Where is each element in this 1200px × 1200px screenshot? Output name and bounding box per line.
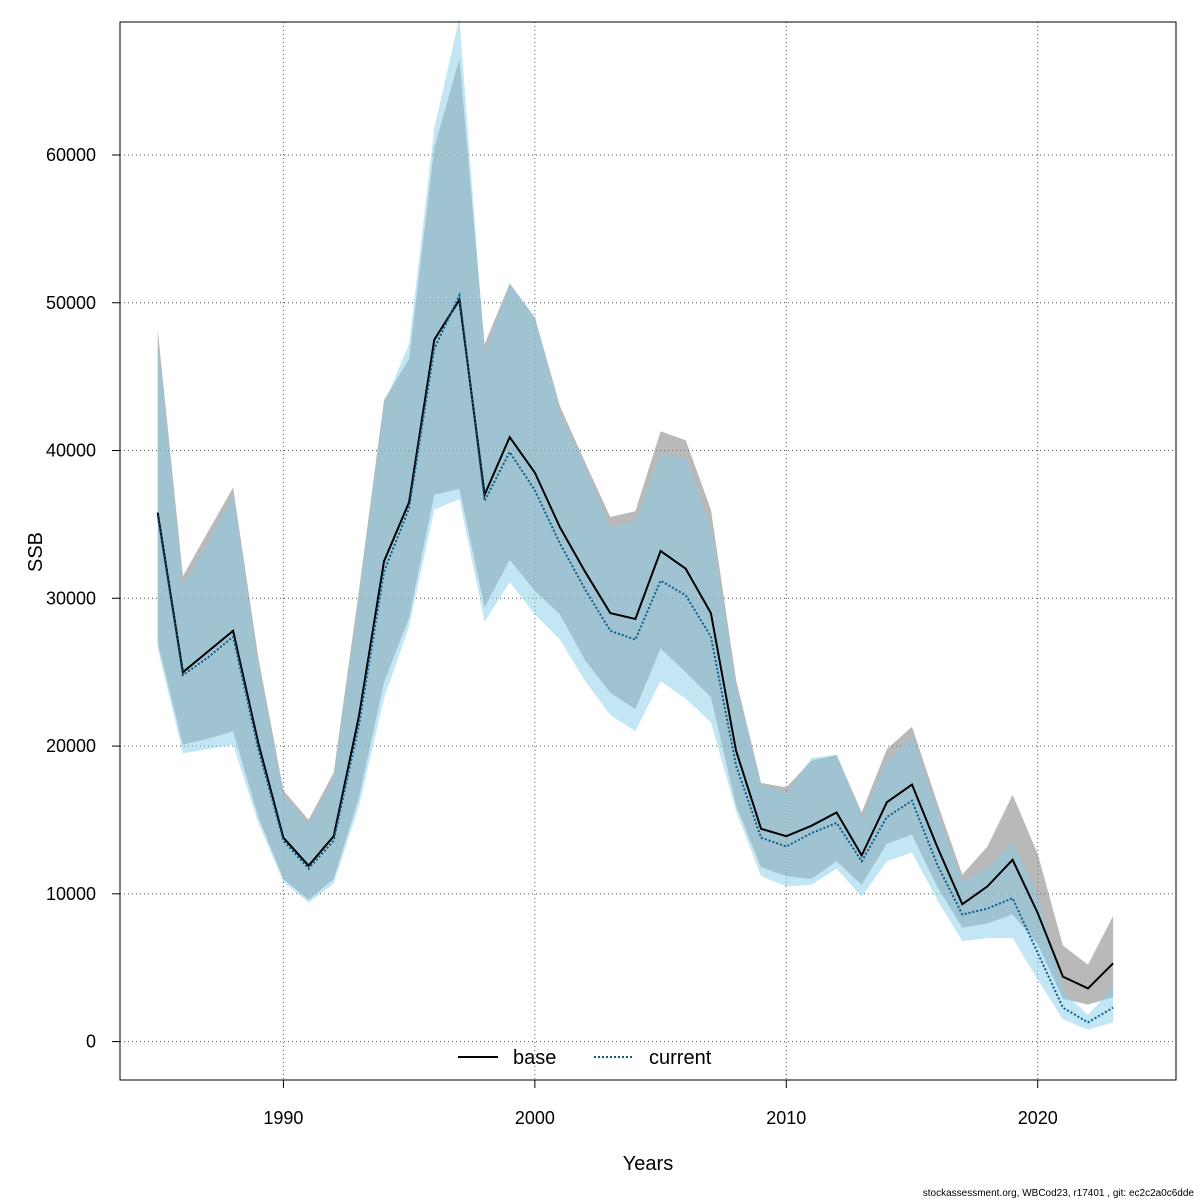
y-tick-label: 50000	[46, 293, 96, 313]
x-axis: 1990 2000 2010 2020	[263, 1080, 1058, 1128]
y-tick-label: 60000	[46, 145, 96, 165]
series-line-base	[156, 296, 1114, 990]
y-axis: 0 10000 20000 30000 40000 50000 60000	[46, 145, 120, 1052]
confidence-band-current	[157, 17, 1114, 1030]
x-axis-title: Years	[623, 1153, 673, 1175]
x-tick-label: 2020	[1018, 1108, 1058, 1128]
y-tick-label: 0	[86, 1032, 96, 1052]
legend-label-current: current	[649, 1047, 712, 1069]
legend-label-base: base	[513, 1047, 556, 1069]
confidence-bands	[157, 17, 1114, 1030]
footer-credit: stockassessment.org, WBCod23, r17401 , g…	[923, 1188, 1195, 1199]
x-tick-label: 2010	[766, 1108, 806, 1128]
series-line-current	[156, 291, 1114, 1024]
y-tick-label: 30000	[46, 588, 96, 608]
y-tick-label: 40000	[46, 441, 96, 461]
legend: base current	[458, 1047, 712, 1069]
y-axis-title: SSB	[25, 532, 47, 572]
plot-frame	[119, 21, 1177, 1081]
y-tick-label: 20000	[46, 736, 96, 756]
y-tick-label: 10000	[46, 884, 96, 904]
x-tick-label: 2000	[515, 1108, 555, 1128]
x-tick-label: 1990	[263, 1108, 303, 1128]
series-lines	[156, 291, 1114, 1024]
